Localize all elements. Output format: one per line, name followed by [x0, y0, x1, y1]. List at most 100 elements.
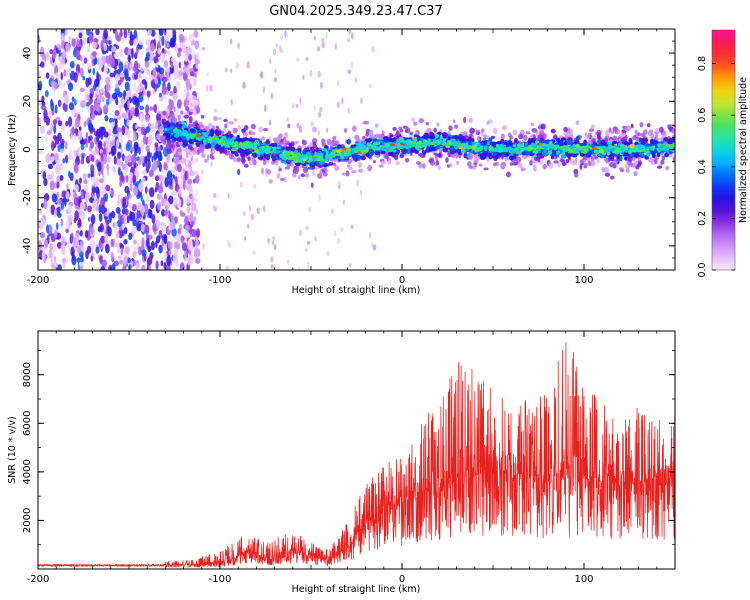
spectrogram-cell	[144, 80, 148, 90]
spectrogram-cell	[242, 132, 249, 137]
spectrogram-cell	[167, 82, 171, 92]
spectrogram-cell	[70, 246, 75, 257]
spectrogram-cell	[65, 191, 70, 200]
spectrogram-cell	[57, 206, 61, 214]
spectrogram-cell	[601, 139, 606, 143]
spectrogram-cell	[165, 148, 170, 152]
spectrogram-cell	[101, 96, 105, 103]
spectrogram-cell	[286, 117, 289, 123]
spectrogram-cell	[317, 111, 322, 118]
spectrogram-cell	[612, 126, 618, 132]
spectrogram-cell	[146, 29, 152, 36]
spectrogram-cell	[164, 177, 169, 188]
spectrogram-cell	[165, 201, 171, 211]
spectrogram-cell	[625, 168, 630, 173]
spectrogram-cell	[656, 152, 660, 158]
spectrogram-cell	[228, 243, 232, 249]
spectrogram-cell	[178, 61, 182, 69]
spectrogram-cell	[579, 159, 583, 164]
spectrogram-cell	[206, 72, 209, 77]
spectrogram-cell	[107, 226, 112, 237]
spectrogram-cell	[45, 52, 50, 61]
spectrogram-cell	[637, 159, 643, 166]
spectrogram-cell	[78, 177, 82, 184]
spectrogram-cell	[92, 41, 98, 49]
spectrogram-cell	[148, 254, 153, 265]
spectrogram-cell	[67, 67, 72, 75]
spectrogram-cell	[123, 216, 127, 228]
spectrogram-cell	[262, 128, 269, 132]
spectrogram-cell	[441, 132, 448, 138]
spectrogram-cell	[97, 226, 102, 233]
spectrogram-cell	[252, 249, 256, 255]
spectrogram-cell	[82, 36, 87, 45]
spectrogram-cell	[67, 240, 71, 251]
spectrogram-cell	[60, 33, 65, 43]
spectrogram-cell	[635, 164, 640, 170]
spectrogram-cell	[45, 224, 49, 234]
spectrogram-cell	[51, 264, 55, 270]
spectrogram-cell	[283, 139, 288, 144]
spectrogram-cell	[195, 64, 199, 69]
spectrogram-cell	[42, 171, 46, 180]
spectrogram-cell	[117, 151, 122, 159]
spectrogram-cell	[317, 173, 323, 180]
spectrogram-cell	[309, 69, 313, 77]
spectrogram-cell	[103, 42, 108, 52]
spectrogram-cell	[148, 134, 153, 144]
spectrogram-cell	[287, 259, 289, 265]
spectrogram-cell	[75, 130, 79, 136]
spectrogram-cell	[195, 174, 200, 184]
spectrogram-cell	[665, 165, 670, 171]
spectrogram-cell	[146, 37, 151, 47]
spectrogram-cell	[148, 74, 154, 81]
spectrogram-cell	[38, 70, 42, 76]
spectrogram-cell	[483, 167, 489, 171]
spectrogram-cell	[123, 255, 128, 265]
spectrogram-cell	[173, 241, 178, 250]
spectrogram-cell	[195, 258, 201, 264]
spectrogram-cell	[45, 72, 50, 80]
spectrogram-cell	[270, 92, 274, 100]
spectrogram-cell	[117, 114, 122, 120]
spectrogram-cell	[151, 123, 155, 133]
spectrogram-cell	[206, 143, 212, 149]
spectrogram-cell	[667, 124, 671, 130]
spectrogram-cell	[102, 104, 109, 114]
spectrogram-cell	[267, 237, 270, 244]
spectrogram-cell	[111, 121, 114, 130]
spectrogram-cell	[275, 146, 282, 150]
spectrogram-cell	[115, 206, 121, 214]
spectrogram-cell	[104, 137, 110, 144]
spectrogram-cell	[240, 158, 246, 164]
spectrogram-cell	[456, 160, 460, 165]
spectrogram-cell	[110, 251, 114, 260]
spectrogram-cell	[108, 117, 115, 124]
spectrogram-cell	[39, 61, 45, 68]
spectrogram-cell	[243, 163, 249, 168]
spectrogram-cell	[331, 208, 334, 215]
spectrogram-cell	[194, 59, 200, 65]
spectrogram-cell	[540, 137, 544, 141]
spectrogram-cell	[116, 198, 121, 206]
spectrogram-cell	[317, 129, 320, 136]
spectrogram-cell	[112, 165, 117, 173]
spectrogram-cell	[85, 131, 89, 139]
spectrogram-cell	[73, 197, 80, 207]
spectrogram-cell	[228, 121, 234, 125]
spectrogram-cell	[491, 135, 496, 139]
spectrogram-cell	[110, 238, 114, 247]
spectrogram-cell	[141, 237, 145, 247]
spectrogram-cell	[112, 129, 118, 135]
spectrogram-cell	[166, 133, 171, 138]
spectrogram-cell	[168, 249, 172, 256]
spectrogram-cell	[45, 153, 51, 164]
spectrogram-cell	[297, 174, 301, 180]
spectrogram-cell	[52, 119, 58, 126]
spectrogram-cell	[136, 165, 139, 172]
spectrogram-cell	[53, 81, 59, 89]
spectrogram-cell	[395, 160, 401, 166]
spectrogram-cell	[49, 243, 54, 251]
spectrogram-cell	[114, 109, 120, 117]
spectrogram-cell	[628, 137, 633, 144]
